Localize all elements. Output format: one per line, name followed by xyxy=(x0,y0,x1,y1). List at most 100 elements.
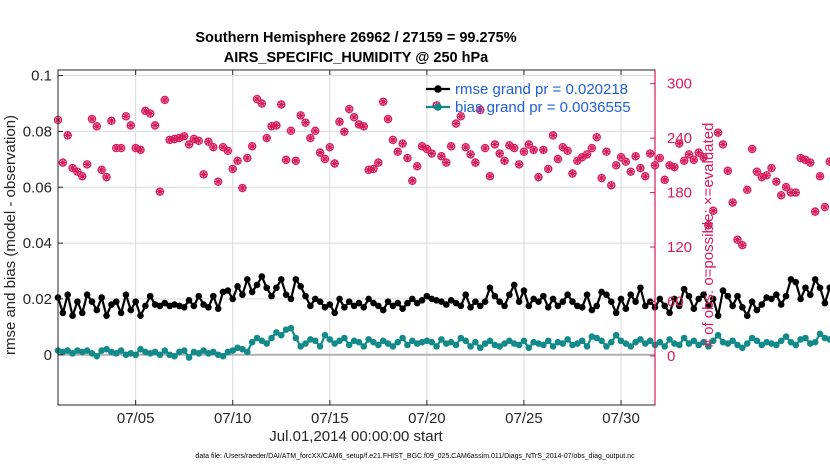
bias-point xyxy=(472,338,479,346)
obs-evaluated-marker xyxy=(534,172,543,182)
obs-count-marker xyxy=(510,143,519,153)
rmse-point xyxy=(146,292,154,300)
rmse-point xyxy=(442,301,450,308)
rmse-point xyxy=(78,309,86,317)
obs-evaluated-marker xyxy=(539,145,548,155)
obs-evaluated-marker xyxy=(398,139,407,148)
obs-evaluated-marker xyxy=(311,126,320,136)
obs-evaluated-marker xyxy=(427,149,436,158)
obs-evaluated-marker xyxy=(752,167,762,176)
rmse-point xyxy=(462,291,470,299)
rmse-point xyxy=(355,299,363,307)
rmse-point xyxy=(127,306,135,314)
obs-count-marker xyxy=(592,132,601,142)
obs-count-marker xyxy=(73,167,82,176)
obs-count-marker xyxy=(369,164,378,174)
obs-count-marker xyxy=(417,142,427,151)
obs-evaluated-marker xyxy=(408,176,417,185)
obs-count-marker xyxy=(121,112,131,121)
obs-evaluated-marker xyxy=(544,164,553,174)
obs-evaluated-marker xyxy=(150,121,160,130)
obs-count-marker xyxy=(228,164,237,174)
obs-evaluated-marker xyxy=(446,142,456,151)
y2-tick-label: 120 xyxy=(667,239,692,256)
bias-point xyxy=(724,340,732,347)
bias-point xyxy=(273,329,280,336)
obs-count-marker xyxy=(752,167,762,176)
rmse-point xyxy=(554,302,562,310)
obs-evaluated-marker xyxy=(684,150,694,159)
rmse-point xyxy=(379,306,387,314)
bias-point xyxy=(219,352,227,360)
y2-tick-label: 240 xyxy=(667,130,692,147)
obs-evaluated-marker xyxy=(645,149,655,158)
rmse-point xyxy=(142,302,149,310)
rmse-point xyxy=(277,276,285,283)
obs-count-marker xyxy=(636,163,645,173)
bias-point xyxy=(802,334,809,342)
rmse-point xyxy=(530,295,537,303)
obs-evaluated-marker xyxy=(592,132,601,142)
y-axis-label: rmse and bias (model - observation) xyxy=(2,115,19,355)
bias-point xyxy=(753,337,761,345)
obs-evaluated-marker xyxy=(621,157,631,166)
bias-point xyxy=(758,341,766,349)
rmse-point xyxy=(302,292,309,300)
x-tick-label: 07/30 xyxy=(602,410,640,427)
rmse-point xyxy=(637,284,644,292)
bias-point xyxy=(520,337,528,345)
obs-count-marker xyxy=(679,156,689,165)
bias-point xyxy=(748,334,756,342)
obs-count-marker xyxy=(611,161,621,170)
obs-evaluated-marker xyxy=(330,159,339,168)
obs-evaluated-marker xyxy=(422,144,432,154)
bias-point xyxy=(486,337,494,345)
obs-count-marker xyxy=(694,148,703,157)
obs-count-marker xyxy=(733,235,742,244)
bias-point xyxy=(787,338,795,346)
obs-count-marker xyxy=(296,111,305,120)
obs-count-marker xyxy=(466,150,475,159)
obs-count-marker xyxy=(340,127,349,136)
obs-evaluated-marker xyxy=(810,207,820,216)
obs-evaluated-marker xyxy=(505,141,514,150)
bias-point xyxy=(549,343,557,350)
obs-count-marker xyxy=(213,177,223,186)
rmse-point xyxy=(93,306,101,314)
rmse-point xyxy=(190,302,198,310)
rmse-point xyxy=(802,284,809,292)
rmse-point xyxy=(709,295,717,303)
obs-evaluated-marker xyxy=(247,142,257,151)
obs-evaluated-marker xyxy=(320,154,330,164)
bias-point xyxy=(515,341,523,349)
rmse-point xyxy=(287,295,295,303)
obs-evaluated-marker xyxy=(146,109,155,118)
obs-evaluated-marker xyxy=(345,104,354,114)
bias-point xyxy=(399,334,406,342)
rmse-point xyxy=(452,299,460,307)
rmse-point xyxy=(297,283,304,290)
rmse-series xyxy=(54,273,830,319)
bias-point xyxy=(103,345,110,353)
obs-count-marker xyxy=(534,172,543,182)
obs-evaluated-marker xyxy=(772,177,781,186)
rmse-point xyxy=(161,299,169,307)
obs-evaluated-marker xyxy=(364,165,373,175)
obs-count-marker xyxy=(92,122,102,131)
bias-point xyxy=(559,340,567,347)
rmse-point xyxy=(617,295,625,303)
obs-evaluated-marker xyxy=(68,163,77,173)
obs-count-marker xyxy=(544,164,553,174)
rmse-point xyxy=(258,273,266,280)
bias-point xyxy=(578,337,586,345)
rmse-point xyxy=(307,302,314,310)
rmse-point xyxy=(641,302,649,310)
rmse-point xyxy=(413,299,421,307)
bias-point xyxy=(777,337,785,345)
obs-count-marker xyxy=(675,139,684,148)
obs-evaluated-marker xyxy=(597,173,606,183)
obs-count-marker xyxy=(320,154,330,164)
obs-count-marker xyxy=(63,131,72,140)
obs-evaluated-marker xyxy=(510,143,519,153)
